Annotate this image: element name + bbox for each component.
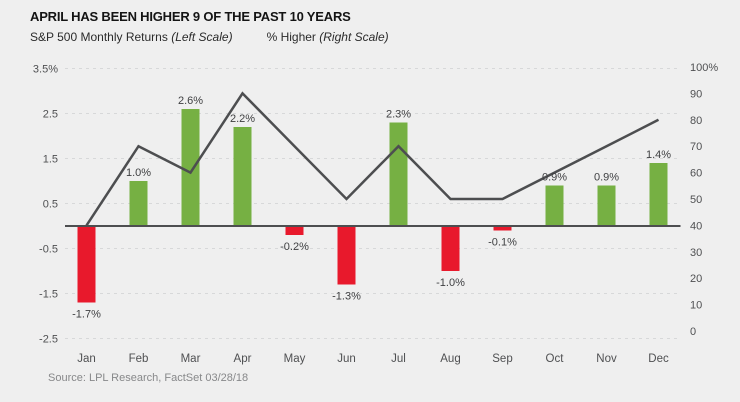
month-label: Jun — [337, 353, 356, 365]
month-label: Sep — [492, 353, 512, 365]
bar-value-label: 0.9% — [594, 172, 619, 184]
right-axis-tick-label: 30 — [690, 247, 702, 259]
chart-title: APRIL HAS BEEN HIGHER 9 OF THE PAST 10 Y… — [30, 9, 351, 24]
legend-bars: S&P 500 Monthly Returns (Left Scale) — [30, 30, 233, 44]
bar-value-label: -1.0% — [436, 277, 465, 289]
right-axis-tick-label: 0 — [690, 326, 696, 338]
left-axis-tick-label: -2.5 — [39, 334, 58, 346]
right-axis-tick-label: 70 — [690, 141, 702, 153]
month-label: Oct — [546, 353, 565, 365]
bar-mar — [181, 109, 200, 226]
bar-value-label: -1.7% — [72, 309, 101, 321]
month-label: May — [284, 353, 306, 365]
bar-value-label: -0.1% — [488, 237, 517, 249]
bar-apr — [233, 127, 252, 226]
month-label: Dec — [648, 353, 669, 365]
legend-line-label: % Higher — [266, 30, 316, 44]
left-axis-tick-label: -0.5 — [39, 244, 58, 256]
month-label: Mar — [181, 353, 201, 365]
bar-sep — [493, 226, 512, 231]
right-axis-tick-label: 60 — [690, 168, 702, 180]
bar-oct — [545, 185, 564, 226]
bar-aug — [441, 226, 460, 271]
right-axis-tick-label: 40 — [690, 220, 702, 232]
legend-bars-scale-note: (Left Scale) — [171, 30, 233, 44]
left-axis-tick-label: 2.5 — [43, 109, 58, 121]
right-axis-tick-label: 10 — [690, 300, 702, 312]
bar-value-label: 2.2% — [230, 113, 255, 125]
percent-higher-line — [85, 91, 660, 227]
left-axis-tick-label: -1.5 — [39, 289, 58, 301]
month-label: Jul — [391, 353, 406, 365]
bar-value-label: 2.3% — [386, 109, 411, 121]
bar-dec — [649, 163, 668, 226]
left-axis-tick-label: 3.5% — [33, 64, 58, 76]
left-axis-tick-label: 0.5 — [43, 199, 58, 211]
legend-line-scale-note: (Right Scale) — [319, 30, 389, 44]
chart-header: APRIL HAS BEEN HIGHER 9 OF THE PAST 10 Y… — [30, 9, 389, 44]
bar-jan — [77, 226, 96, 303]
month-label: Aug — [440, 353, 460, 365]
bar-jun — [337, 226, 356, 285]
bar-value-label: 1.0% — [126, 167, 151, 179]
legend-line: % Higher (Right Scale) — [267, 30, 389, 44]
month-label: Nov — [596, 353, 617, 365]
legend-bars-label: S&P 500 Monthly Returns — [30, 30, 168, 44]
right-axis-tick-label: 20 — [690, 273, 702, 285]
source-note: Source: LPL Research, FactSet 03/28/18 — [48, 372, 249, 384]
bar-may — [285, 226, 304, 235]
bar-feb — [129, 181, 148, 226]
right-axis-tick-label: 90 — [690, 88, 702, 100]
month-label: Feb — [129, 353, 149, 365]
bar-value-label: 2.6% — [178, 95, 203, 107]
right-axis-tick-label: 100% — [690, 62, 718, 74]
bar-nov — [597, 185, 616, 226]
right-axis-tick-label: 50 — [690, 194, 702, 206]
right-axis-tick-label: 80 — [690, 115, 702, 127]
bar-jul — [389, 122, 408, 226]
month-label: Jan — [77, 353, 96, 365]
chart-legend: S&P 500 Monthly Returns (Left Scale) % Hi… — [30, 30, 389, 44]
bar-value-label: 1.4% — [646, 149, 671, 161]
bar-value-label: -1.3% — [332, 291, 361, 303]
bar-value-label: -0.2% — [280, 241, 309, 253]
month-label: Apr — [234, 353, 252, 365]
bar-value-label: 0.9% — [542, 172, 567, 184]
left-axis-tick-label: 1.5 — [43, 154, 58, 166]
